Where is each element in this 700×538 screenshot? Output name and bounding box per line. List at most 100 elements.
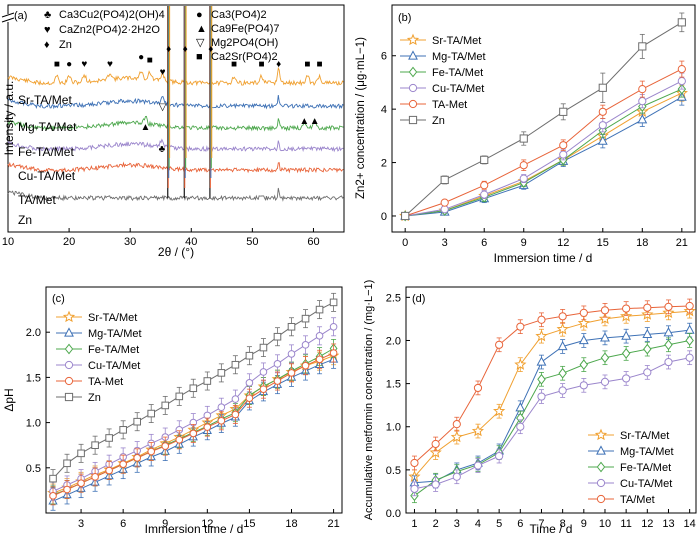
x-tick-label: 13 bbox=[662, 518, 674, 530]
y-tick-label: 0.5 bbox=[26, 463, 41, 475]
legend-entry: Fe-TA/Met bbox=[588, 461, 671, 474]
phase-marker: ■ bbox=[147, 55, 153, 66]
phase-marker: ♦ bbox=[208, 44, 213, 55]
data-point bbox=[579, 308, 588, 317]
data-point bbox=[259, 343, 268, 352]
data-point bbox=[401, 211, 410, 221]
data-point bbox=[189, 429, 198, 438]
panel-b-zn-release: (b) 0 3 6 9 12 15 18 21 0 2 4 6 Sr-TA/Met Mg-TA/Met F… bbox=[355, 4, 696, 265]
data-point bbox=[259, 368, 268, 376]
data-point bbox=[535, 329, 548, 342]
data-point bbox=[287, 369, 296, 377]
axis-break-mark bbox=[1, 12, 15, 23]
x-tick-label: 10 bbox=[2, 236, 14, 248]
data-point bbox=[638, 97, 647, 106]
legend-symbol: ■ bbox=[196, 51, 203, 63]
data-point bbox=[493, 404, 506, 417]
c-series bbox=[47, 292, 340, 511]
xrd-trace-mg-ta-met bbox=[7, 95, 344, 110]
legend-symbol: ♦ bbox=[44, 39, 50, 51]
x-tick-label: 1 bbox=[411, 518, 417, 530]
data-point bbox=[231, 395, 240, 403]
data-point bbox=[119, 426, 127, 434]
data-point bbox=[685, 301, 694, 311]
d-x-axis-label: Time / d bbox=[530, 522, 573, 536]
x-tick-label: 4 bbox=[475, 518, 481, 530]
legend-swatch-marker bbox=[64, 327, 74, 337]
panel-a-label: (a) bbox=[14, 10, 27, 22]
y-tick-label: 2.5 bbox=[386, 292, 401, 304]
data-point bbox=[450, 430, 463, 443]
phase-marker: ▲ bbox=[310, 116, 320, 127]
legend-swatch-marker bbox=[594, 428, 608, 441]
legend-label: Sr-TA/Met bbox=[88, 312, 137, 324]
d-y-axis-label: Accumulative metformin concentration / (… bbox=[363, 280, 375, 521]
data-point bbox=[91, 441, 99, 449]
data-point bbox=[91, 473, 99, 481]
y-tick-label: 0.0 bbox=[386, 508, 401, 520]
xrd-trace-cu-ta-met bbox=[7, 138, 344, 153]
legend-label: Mg-TA/Met bbox=[620, 446, 674, 458]
series-ta-met bbox=[49, 343, 338, 506]
data-point bbox=[452, 420, 461, 429]
legend-label: Cu-TA/Met bbox=[432, 83, 484, 95]
legend-entry: TA-Met bbox=[56, 376, 123, 388]
xrd-trace-fe-ta-met bbox=[7, 115, 344, 132]
legend-entry: ■ Ca2Sr(PO4)2 bbox=[196, 51, 278, 63]
x-tick-label: 6 bbox=[517, 518, 523, 530]
x-tick-label: 9 bbox=[162, 518, 168, 530]
legend-symbol: ● bbox=[196, 9, 203, 21]
data-point bbox=[440, 198, 449, 207]
data-point bbox=[287, 350, 296, 358]
x-tick-label: 18 bbox=[636, 237, 648, 249]
legend-formula: CaZn2(PO4)2·2H2O bbox=[59, 24, 160, 36]
data-point bbox=[217, 403, 226, 412]
series-line bbox=[405, 96, 683, 217]
data-point bbox=[480, 155, 489, 164]
legend-swatch-marker bbox=[596, 445, 606, 455]
legend-entry: TA/Met bbox=[588, 494, 655, 506]
b-axis-ticks: 0 3 6 9 12 15 18 21 0 2 4 6 bbox=[381, 51, 688, 249]
xrd-traces bbox=[7, 6, 344, 202]
data-point bbox=[273, 360, 282, 368]
legend-label: Sr-TA/Met bbox=[620, 430, 669, 442]
data-point bbox=[598, 83, 607, 92]
legend-swatch-marker bbox=[408, 115, 418, 125]
data-point bbox=[480, 190, 489, 199]
data-point bbox=[175, 435, 184, 444]
x-tick-label: 30 bbox=[124, 236, 136, 248]
xrd-series-label: Zn bbox=[18, 213, 32, 227]
data-point bbox=[431, 439, 440, 449]
xrd-series-labels: Sr-TA/Met Mg-TA/Met Fe-TA/Met Cu-TA/Met TA/M… bbox=[18, 93, 77, 227]
phase-marker: ■ bbox=[54, 59, 60, 70]
legend-label: Fe-TA/Met bbox=[88, 344, 139, 356]
xrd-series-label: Sr-TA/Met bbox=[18, 93, 72, 107]
data-point bbox=[663, 327, 674, 337]
data-point bbox=[63, 459, 71, 468]
data-point bbox=[273, 377, 282, 385]
data-point bbox=[133, 454, 141, 462]
data-point bbox=[203, 423, 212, 431]
x-tick-label: 60 bbox=[307, 236, 319, 248]
data-point bbox=[638, 42, 647, 51]
a-y-axis-label: Intensity / a.u. bbox=[2, 81, 16, 156]
y-tick-label: 1.0 bbox=[26, 418, 41, 430]
data-point bbox=[638, 85, 647, 94]
data-point bbox=[217, 416, 226, 425]
data-point bbox=[301, 341, 310, 349]
data-point bbox=[203, 377, 212, 385]
y-tick-label: 1.5 bbox=[26, 372, 41, 384]
data-point bbox=[643, 343, 652, 355]
legend-formula: Mg2PO4(OH) bbox=[211, 37, 278, 49]
legend-symbol: ▽ bbox=[196, 37, 205, 49]
data-point bbox=[557, 340, 568, 351]
data-point bbox=[431, 480, 440, 489]
data-point bbox=[516, 322, 525, 331]
legend-swatch-marker bbox=[596, 478, 606, 488]
data-point bbox=[287, 322, 296, 331]
legend-swatch-marker bbox=[408, 83, 418, 93]
data-point bbox=[622, 374, 631, 383]
legend-entry: Mg-TA/Met bbox=[56, 327, 142, 340]
data-point bbox=[315, 305, 324, 314]
phase-marker: ♣ bbox=[159, 144, 166, 155]
